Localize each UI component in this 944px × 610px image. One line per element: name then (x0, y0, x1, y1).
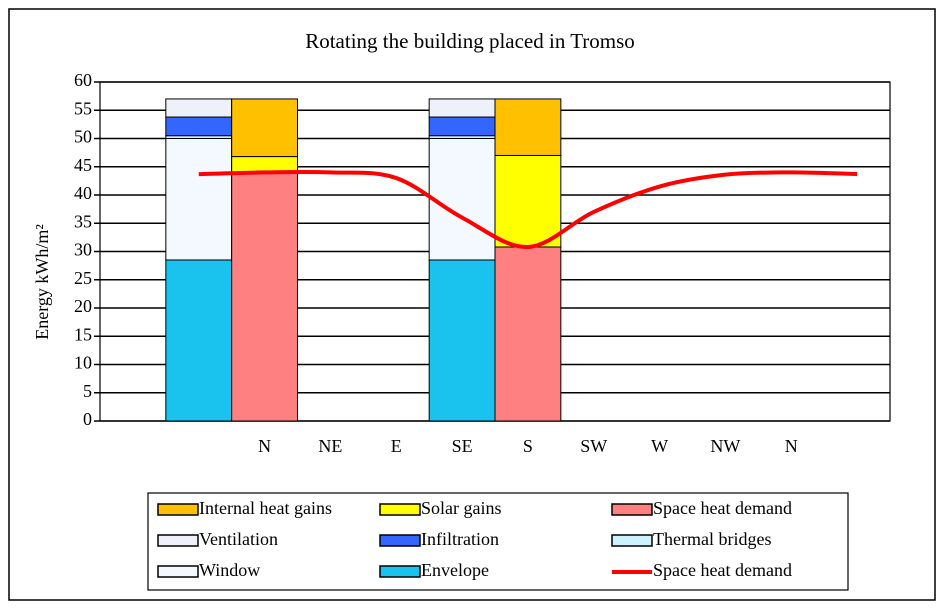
y-tick-label: 5 (83, 381, 92, 401)
y-tick-label: 25 (74, 268, 92, 288)
legend-label: Space heat demand (653, 498, 792, 518)
x-tick-label: S (523, 436, 533, 456)
bar-segment (428, 259, 496, 422)
legend-swatch (157, 503, 199, 516)
legend-label: Space heat demand (653, 560, 792, 580)
x-tick-label: SE (452, 436, 473, 456)
y-tick-label: 40 (74, 183, 92, 203)
legend-swatch (379, 503, 421, 516)
y-tick-label: 35 (74, 211, 92, 231)
legend-label: Ventilation (199, 529, 278, 549)
bar-segment (231, 98, 299, 158)
legend-label: Window (199, 560, 260, 580)
y-tick-label: 60 (74, 70, 92, 90)
x-tick-label: NE (318, 436, 342, 456)
legend-swatch (611, 534, 653, 547)
y-axis-label: Energy kWh/m² (32, 224, 52, 340)
legend-label: Thermal bridges (653, 529, 771, 549)
legend-swatch (157, 534, 199, 547)
legend-swatch (611, 503, 653, 516)
bar-segment (231, 156, 299, 173)
bar-segment (494, 246, 562, 422)
legend-swatch (379, 534, 421, 547)
x-tick-label: E (391, 436, 402, 456)
legend-label: Infiltration (421, 529, 499, 549)
y-tick-label: 10 (74, 353, 92, 373)
bar-segment (428, 138, 496, 261)
line-series (198, 169, 858, 249)
y-tick-label: 30 (74, 240, 92, 260)
legend-label: Solar gains (421, 498, 502, 518)
chart-title: Rotating the building placed in Tromso (305, 29, 635, 53)
x-tick-label: W (651, 436, 668, 456)
bar-segment (165, 138, 233, 261)
legend-swatch (157, 565, 199, 578)
bar-segment (165, 259, 233, 422)
bar-segment (494, 154, 562, 248)
x-tick-label: N (258, 436, 271, 456)
x-tick-label: N (785, 436, 798, 456)
x-tick-label: SW (580, 436, 607, 456)
bar-segment (231, 171, 299, 422)
bar-segment (165, 98, 233, 118)
legend-label: Internal heat gains (199, 498, 332, 518)
y-tick-label: 55 (74, 98, 92, 118)
y-tick-label: 50 (74, 127, 92, 147)
legend-swatch (379, 565, 421, 578)
bar-segment (494, 98, 562, 156)
y-tick-label: 0 (83, 409, 92, 429)
legend-label: Envelope (421, 560, 489, 580)
y-tick-label: 45 (74, 155, 92, 175)
bar-segment (165, 116, 233, 137)
y-tick-label: 15 (74, 324, 92, 344)
x-tick-label: NW (710, 436, 740, 456)
bar-segment (428, 98, 496, 118)
legend-box (147, 492, 849, 591)
y-tick-label: 20 (74, 296, 92, 316)
bar-segment (428, 116, 496, 137)
